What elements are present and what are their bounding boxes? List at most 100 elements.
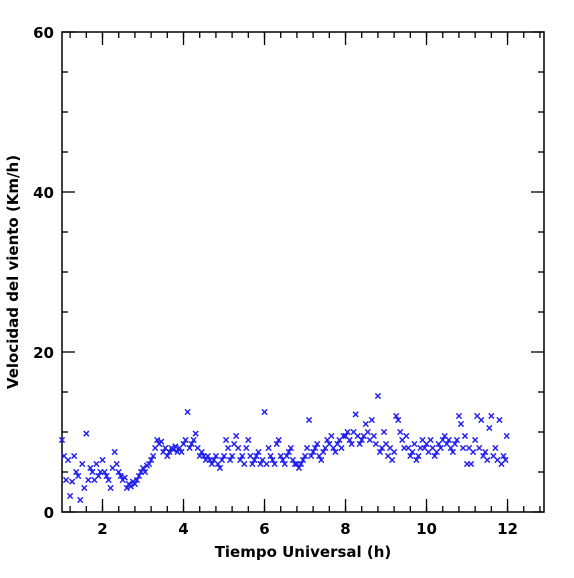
y-tick-label: 40: [33, 184, 54, 202]
data-point: [388, 456, 396, 464]
data-point: [281, 460, 288, 468]
data-point: [255, 448, 262, 456]
data-point: [224, 444, 232, 452]
data-point: [166, 448, 173, 456]
data-point: [352, 411, 359, 418]
data-point: [393, 412, 400, 420]
data-point: [222, 436, 230, 444]
data-point: [107, 484, 114, 492]
data-point: [147, 456, 155, 464]
data-point: [77, 496, 84, 504]
data-point: [476, 444, 483, 452]
data-point: [95, 472, 102, 480]
data-point: [164, 452, 171, 460]
data-point: [68, 478, 76, 485]
data-point: [101, 468, 108, 476]
data-point: [285, 448, 292, 456]
data-point: [472, 436, 479, 444]
data-point: [482, 448, 489, 456]
data-point: [150, 452, 157, 460]
x-tick-label: 8: [340, 520, 350, 538]
data-point: [449, 448, 456, 456]
data-point: [192, 430, 199, 437]
data-point: [257, 460, 264, 468]
data-point: [411, 440, 418, 448]
data-point: [239, 452, 246, 460]
y-axis-label: Velocidad del viento (Km/h): [4, 155, 22, 389]
data-point: [395, 416, 402, 424]
data-point: [99, 456, 106, 464]
data-point: [117, 472, 124, 480]
x-axis-label: Tiempo Universal (h): [215, 543, 392, 561]
data-point: [233, 432, 240, 440]
data-point: [83, 430, 90, 437]
data-point: [228, 452, 236, 460]
data-point: [188, 440, 195, 448]
data-point: [178, 448, 185, 456]
data-point: [121, 474, 128, 481]
data-point: [111, 448, 118, 456]
data-point: [184, 408, 191, 416]
axis-ticks: [62, 31, 544, 513]
data-point: [139, 464, 147, 472]
data-point: [158, 438, 165, 445]
data-point: [299, 456, 307, 464]
data-point: [287, 444, 294, 452]
data-point: [409, 448, 416, 456]
data-point: [332, 448, 339, 456]
data-point: [496, 416, 503, 424]
data-point: [445, 436, 452, 444]
data-point: [380, 428, 388, 436]
data-point: [320, 448, 327, 456]
data-point: [500, 452, 507, 460]
data-point: [437, 444, 444, 452]
data-point: [62, 476, 70, 484]
data-point: [478, 416, 485, 424]
data-point: [362, 420, 369, 428]
data-point: [407, 452, 414, 460]
data-point: [283, 452, 290, 460]
y-tick-label: 20: [33, 344, 54, 362]
data-point: [186, 444, 193, 452]
data-point: [245, 436, 252, 444]
data-point: [273, 440, 280, 448]
data-point: [413, 456, 420, 464]
data-point: [261, 408, 268, 416]
data-point: [346, 436, 353, 444]
data-point: [297, 460, 305, 468]
data-point: [376, 448, 384, 456]
data-point: [235, 444, 242, 452]
data-point: [170, 446, 177, 453]
data-point: [135, 472, 143, 480]
data-point: [453, 436, 461, 444]
data-point: [123, 484, 130, 492]
data-point: [75, 472, 82, 480]
data-point: [403, 432, 410, 440]
data-point: [488, 412, 495, 420]
data-point: [249, 460, 256, 468]
data-point: [301, 452, 309, 460]
data-point: [295, 464, 303, 472]
data-point: [368, 416, 375, 424]
data-point: [141, 468, 149, 476]
data-point: [303, 444, 311, 452]
y-tick-label: 60: [33, 24, 54, 42]
data-point: [172, 443, 179, 450]
data-point: [190, 436, 197, 444]
x-tick-label: 10: [416, 520, 437, 538]
data-point: [467, 460, 475, 468]
axis-tick-labels: 2 4 6 8 10 12 0 20 40 60: [33, 24, 518, 538]
data-point: [265, 444, 272, 452]
data-point: [73, 468, 80, 476]
data-point: [269, 456, 276, 464]
data-point: [277, 452, 284, 460]
data-point: [81, 484, 88, 492]
data-point: [105, 476, 112, 484]
data-point: [484, 456, 491, 464]
data-point: [212, 452, 220, 460]
y-tick-label: 0: [44, 504, 54, 522]
data-point: [241, 460, 248, 468]
data-point: [208, 460, 215, 468]
